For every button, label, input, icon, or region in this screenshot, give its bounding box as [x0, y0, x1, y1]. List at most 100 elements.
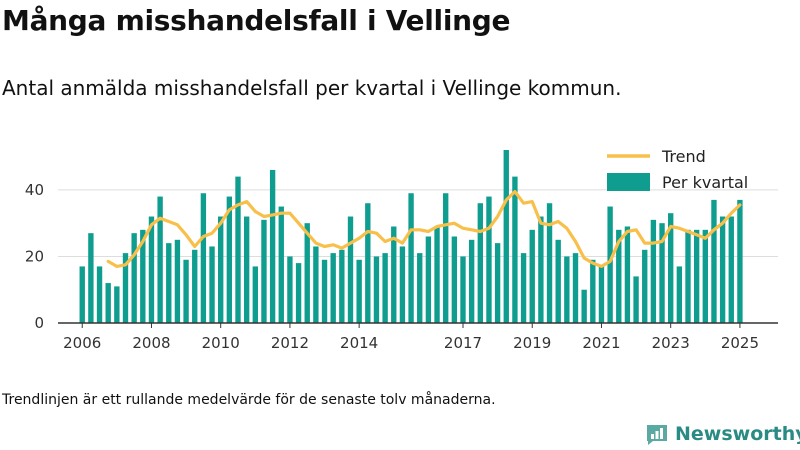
bar: [192, 249, 198, 323]
bar: [157, 196, 163, 323]
bar: [590, 259, 596, 323]
x-tick-label-2023: 2023: [652, 334, 690, 352]
bar: [659, 223, 665, 323]
bar: [494, 243, 501, 323]
bar: [373, 256, 380, 323]
bar: [512, 176, 518, 323]
y-tick-label-0: 0: [34, 314, 44, 332]
bar: [702, 229, 708, 323]
bar: [737, 199, 743, 323]
bar: [520, 253, 527, 323]
x-tick-label-2019: 2019: [513, 334, 551, 352]
bar: [218, 216, 224, 323]
bar: [105, 283, 111, 323]
bar: [668, 213, 674, 323]
bar: [269, 169, 276, 323]
bar: [295, 263, 302, 323]
bar: [140, 229, 146, 323]
chart-title: Många misshandelsfall i Vellinge: [2, 4, 511, 37]
bar: [166, 243, 172, 323]
bar: [183, 259, 189, 323]
bar: [347, 216, 354, 323]
bar: [235, 176, 241, 323]
bar: [330, 253, 336, 323]
bar: [581, 289, 587, 323]
chart-area: 0 20 40 2006 2008 2010 2012 2014 2017 2019 2021 20…: [25, 147, 778, 352]
x-tick-label-2021: 2021: [582, 334, 620, 352]
bar: [538, 216, 544, 323]
x-tick-label-2025: 2025: [721, 334, 759, 352]
bar: [96, 266, 103, 323]
bar: [261, 219, 267, 323]
x-tick-label-2008: 2008: [132, 334, 170, 352]
bar: [564, 256, 570, 323]
brand-name: Newsworthy: [675, 423, 800, 445]
bar: [287, 256, 293, 323]
bar: [391, 226, 397, 323]
bar: [122, 253, 129, 323]
bar: [356, 259, 362, 323]
y-tick-label-40: 40: [25, 181, 44, 199]
bar-series: [79, 149, 743, 323]
bar: [313, 246, 319, 323]
bar: [503, 149, 509, 323]
bar: [633, 276, 639, 323]
bar: [434, 226, 440, 323]
legend: Trend Per kvartal: [607, 147, 748, 192]
bar: [174, 239, 181, 323]
bar: [486, 196, 492, 323]
bar: [685, 229, 691, 323]
x-tick-label-2012: 2012: [271, 334, 309, 352]
bar: [321, 259, 328, 323]
newsworthy-logo-icon: [647, 425, 667, 445]
footnote: Trendlinjen är ett rullande medelvärde f…: [2, 392, 496, 408]
bar: [339, 249, 345, 323]
legend-bar-label: Per kvartal: [662, 173, 748, 192]
x-tick-label-2010: 2010: [202, 334, 240, 352]
bar: [477, 203, 483, 323]
x-tick-label-2014: 2014: [340, 334, 378, 352]
trend-series: [106, 189, 742, 268]
bar: [693, 229, 700, 323]
chart-subtitle: Antal anmälda misshandelsfall per kvarta…: [2, 76, 622, 100]
bar: [209, 246, 215, 323]
bar: [88, 233, 94, 323]
bar: [425, 236, 432, 323]
bar: [529, 229, 535, 323]
x-axis: [58, 322, 778, 328]
bar: [200, 193, 207, 323]
bar: [408, 193, 414, 323]
bar: [399, 246, 406, 323]
bar: [79, 266, 85, 323]
bar: [468, 239, 475, 323]
bar: [114, 286, 120, 323]
bar: [243, 216, 250, 323]
bar: [676, 266, 683, 323]
bar: [417, 253, 423, 323]
bar: [278, 206, 284, 323]
y-axis-ticks: 0 20 40: [25, 181, 44, 332]
bar: [650, 219, 657, 323]
bar: [382, 253, 388, 323]
bar: [304, 223, 310, 323]
x-tick-label-2006: 2006: [63, 334, 101, 352]
trend-line: [106, 189, 742, 268]
bar: [252, 266, 258, 323]
bar: [607, 206, 613, 323]
bar: [451, 236, 458, 323]
legend-trend-label: Trend: [661, 147, 706, 166]
brand: Newsworthy: [645, 420, 800, 448]
bar: [546, 203, 553, 323]
bar: [719, 216, 726, 323]
bar: [148, 216, 155, 323]
bar: [460, 256, 466, 323]
y-tick-label-20: 20: [25, 247, 44, 265]
bar: [555, 239, 561, 323]
x-tick-label-2017: 2017: [444, 334, 482, 352]
bar: [226, 196, 233, 323]
bar: [572, 253, 579, 323]
bar: [624, 226, 631, 323]
bar: [365, 203, 371, 323]
legend-bar-swatch: [607, 173, 650, 191]
bar: [131, 233, 137, 323]
